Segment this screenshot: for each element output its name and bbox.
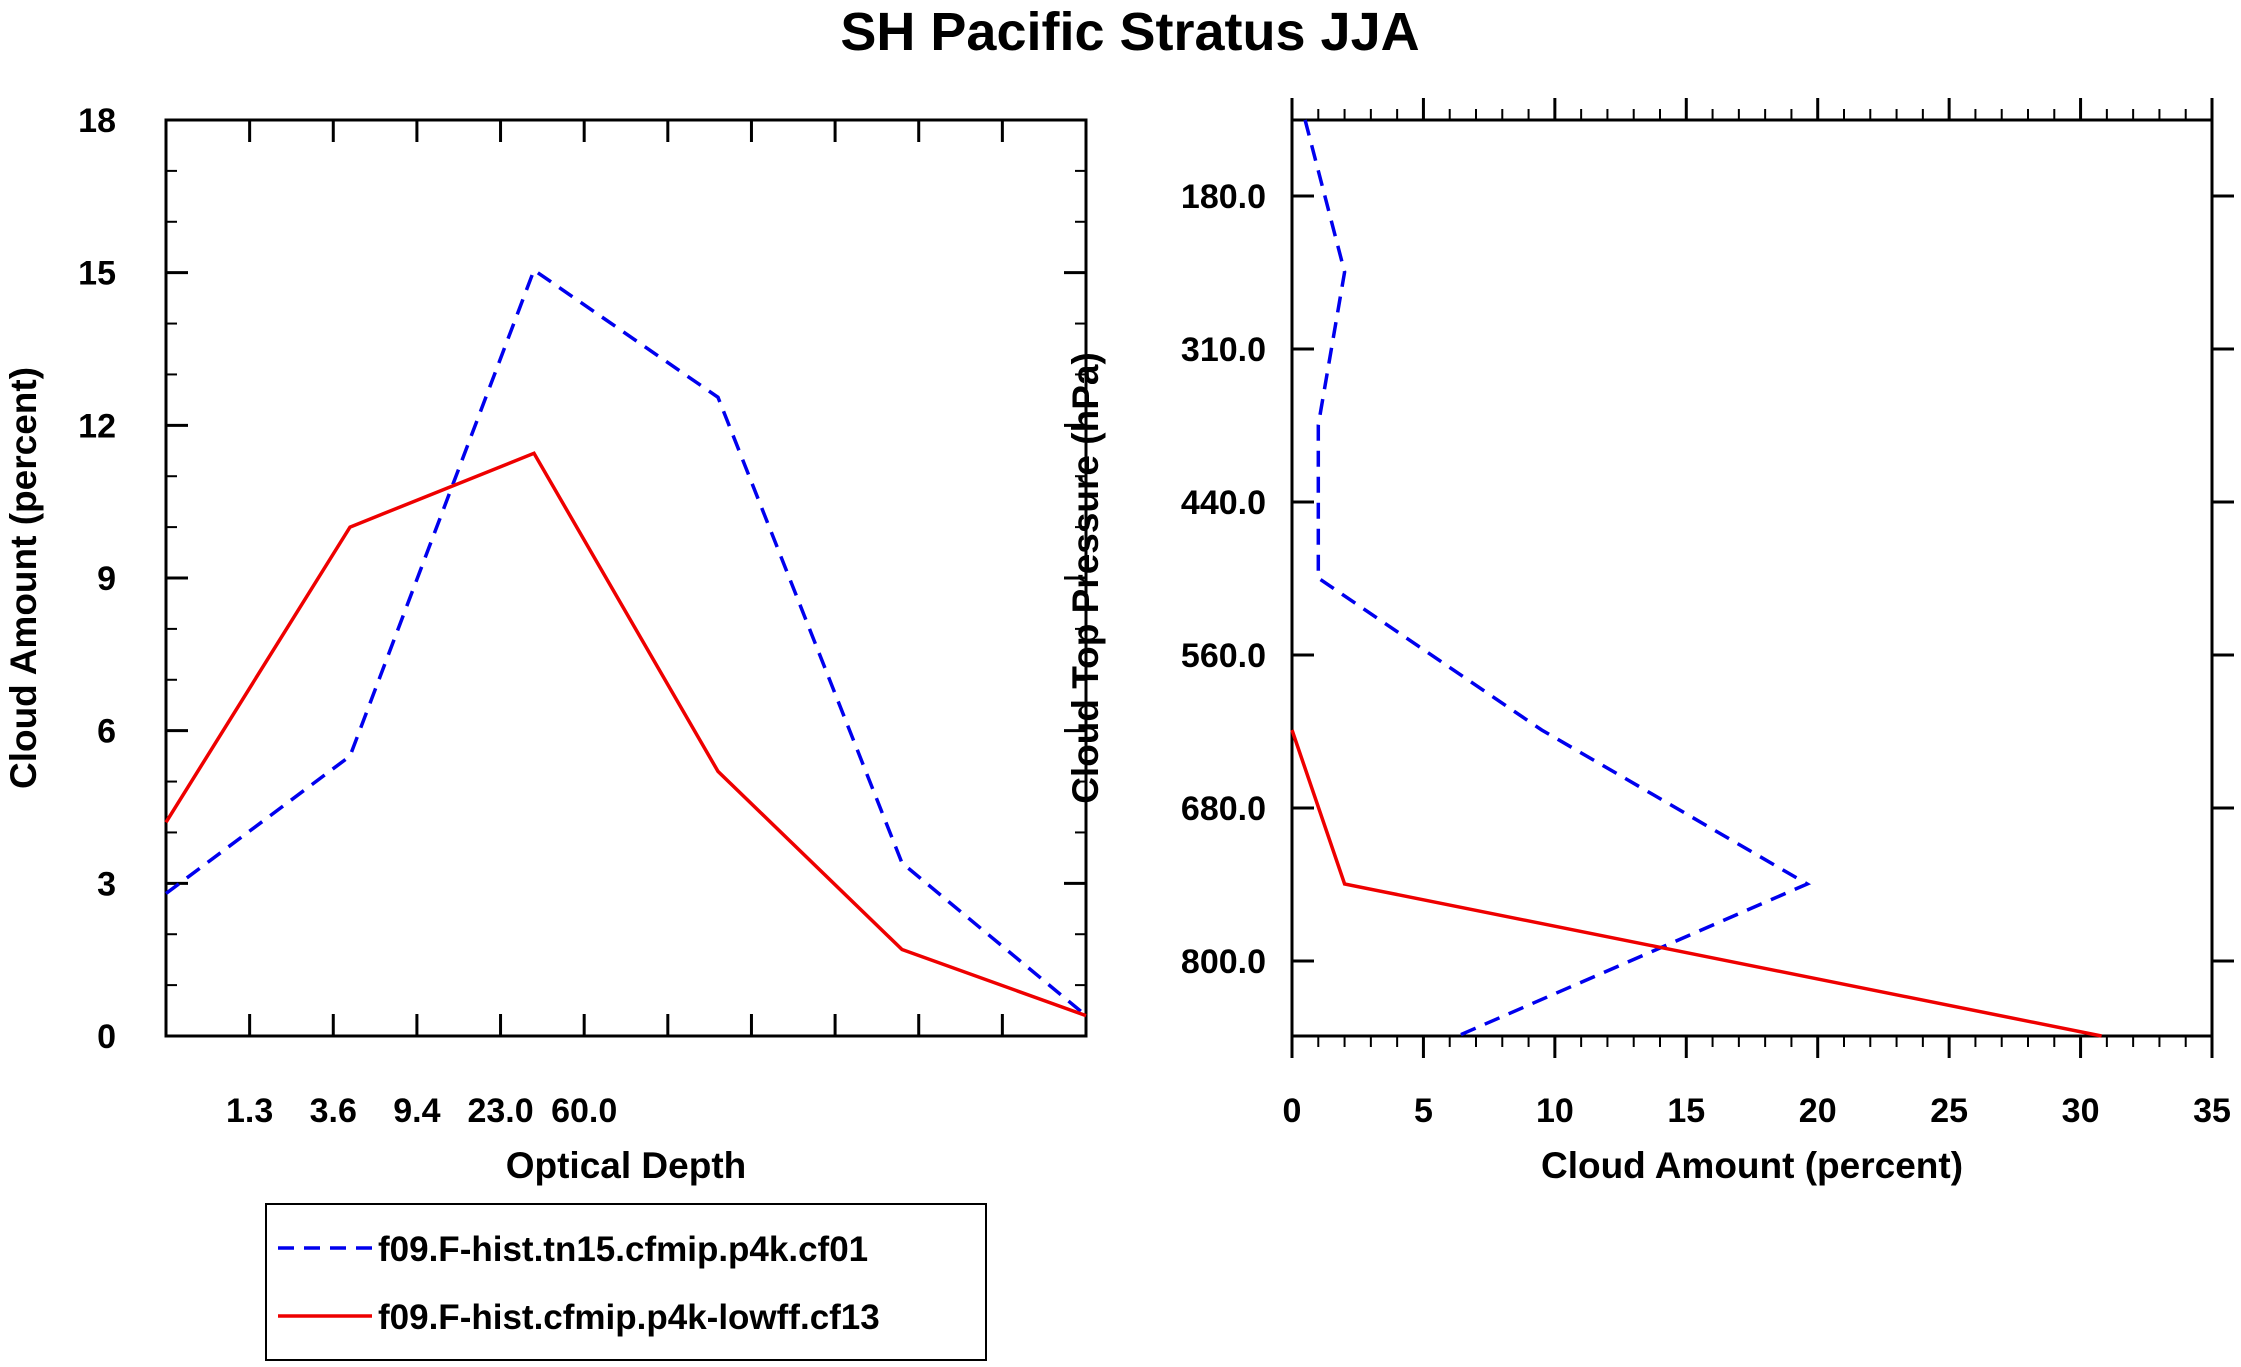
chart-title: SH Pacific Stratus JJA [840,2,1419,62]
left-x-axis-label: Optical Depth [506,1145,747,1186]
left-y-tick-label: 15 [78,255,116,293]
left-y-tick-label: 9 [97,560,116,598]
left-x-tick-label: 9.4 [393,1092,440,1130]
right-y-tick-label: 560.0 [1181,637,1266,675]
left-x-tick-label: 3.6 [310,1092,357,1130]
right-x-tick-label: 5 [1414,1092,1433,1130]
right-y-tick-label: 440.0 [1181,484,1266,522]
left-panel: 0 3 6 9 12 15 18 1.3 3.6 9.4 23.0 60.0 Optical Dept… [3,102,1088,1186]
right-x-tick-label: 30 [2062,1092,2100,1130]
legend-label-cf13: f09.F-hist.cfmip.p4k-lowff.cf13 [378,1298,880,1337]
right-plot-frame [1290,118,2214,1038]
right-x-tick-label: 10 [1536,1092,1574,1130]
right-series-line-1 [1290,729,2102,1038]
legend: f09.F-hist.tn15.cfmip.p4k.cf01 f09.F-his… [265,1203,987,1361]
left-y-tick-label: 18 [78,102,116,140]
left-y-tick-label: 12 [78,407,116,445]
right-y-tick-label: 180.0 [1181,178,1266,216]
left-y-tick-label: 0 [97,1018,116,1056]
left-y-tick-label: 3 [97,865,116,903]
right-x-tick-label: 25 [1930,1092,1968,1130]
left-x-tick-label: 23.0 [467,1092,533,1130]
left-plot-frame [164,118,1088,1038]
legend-label-cf01: f09.F-hist.tn15.cfmip.p4k.cf01 [378,1230,868,1269]
left-x-tick-label: 60.0 [551,1092,617,1130]
right-y-tick-label: 800.0 [1181,943,1266,981]
right-panel: 180.0 310.0 440.0 560.0 680.0 800.0 0 5 10 15 20 25… [1065,98,2234,1186]
right-y-axis-label: Cloud Top Pressure (hPa) [1065,352,1106,804]
right-y-tick-label: 680.0 [1181,790,1266,828]
left-y-tick-label: 6 [97,713,116,751]
right-x-tick-label: 35 [2193,1092,2231,1130]
right-x-tick-label: 15 [1667,1092,1705,1130]
right-x-axis-label: Cloud Amount (percent) [1541,1145,1963,1186]
right-x-tick-label: 0 [1283,1092,1302,1130]
left-series-line-1 [164,451,1087,1018]
right-x-tick-label: 20 [1799,1092,1837,1130]
right-y-tick-label: 310.0 [1181,331,1266,369]
left-y-axis-label: Cloud Amount (percent) [3,367,44,789]
left-series-line-0 [164,267,1088,1017]
legend-box [265,1203,987,1361]
right-series-line-0 [1303,119,1812,1038]
left-x-tick-label: 1.3 [226,1092,273,1130]
